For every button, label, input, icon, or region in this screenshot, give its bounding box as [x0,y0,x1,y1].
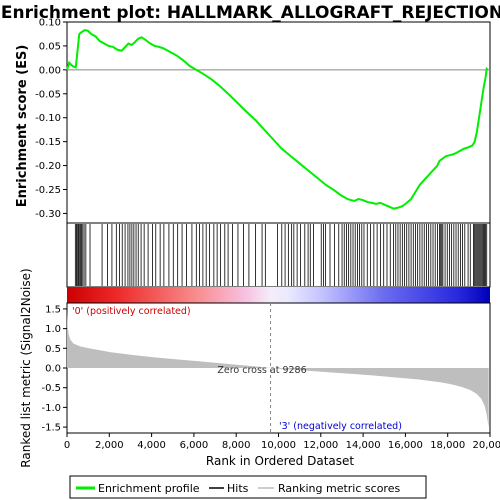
zero-cross-label: Zero cross at 9286 [217,365,306,376]
metric-y-tick-label: -0.5 [41,383,61,394]
es-y-tick-label: -0.05 [35,89,61,100]
es-y-tick-label: 0.05 [39,41,61,52]
es-y-tick-label: -0.15 [35,137,61,148]
es-y-tick-label: -0.10 [35,113,61,124]
es-y-axis-label: Enrichment score (ES) [15,45,30,208]
x-tick-label: 8,000 [222,440,251,451]
legend-label-hits: Hits [227,482,249,495]
metric-y-tick-label: 1.5 [45,304,61,315]
es-y-tick-label: -0.25 [35,185,61,196]
legend-label-metric: Ranking metric scores [278,482,400,495]
es-panel-frame [66,21,491,224]
legend-box [69,475,427,499]
es-y-tick-label: -0.30 [35,209,61,220]
es-y-ticks: 0.10 0.05 0.00 -0.05 -0.10 -0.15 -0.20 -0.25 -0.… [35,18,67,220]
x-axis-label: Rank in Ordered Dataset [206,454,354,468]
x-ticks: 0 2,000 4,000 6,000 8,000 10,000 12,000 14,000 1… [64,433,500,451]
legend-label-enrichment: Enrichment profile [98,482,200,495]
x-tick-label: 14,000 [346,440,381,451]
es-y-tick-label: 0.10 [39,18,61,29]
chart-title: Enrichment plot: HALLMARK_ALLOGRAFT_REJE… [1,3,500,23]
metric-y-ticks: 1.5 1.0 0.5 0.0 -0.5 -1.0 -1.5 [41,304,67,434]
negative-correlation-label: '3' (negatively correlated) [279,421,402,432]
x-tick-label: 4,000 [137,440,166,451]
hit-markers [74,224,488,286]
x-tick-label: 0 [64,440,70,451]
metric-y-tick-label: 0.0 [45,364,61,375]
x-tick-label: 10,000 [261,440,296,451]
es-y-tick-label: -0.20 [35,161,61,172]
metric-y-tick-label: -1.0 [41,403,61,414]
positive-correlation-label: '0' (positively correlated) [72,306,191,317]
es-y-tick-label: 0.00 [39,65,61,76]
x-tick-label: 16,000 [388,440,423,451]
x-tick-label: 20,000 [473,440,500,451]
metric-y-axis-label: Ranked list metric (Signal2Noise) [19,268,33,467]
ranking-metric-area [67,310,489,428]
x-tick-label: 12,000 [303,440,338,451]
metric-y-tick-label: 0.5 [45,344,61,355]
x-tick-label: 18,000 [430,440,465,451]
enrichment-profile-line [66,29,489,210]
x-tick-label: 6,000 [180,440,209,451]
metric-y-tick-label: -1.5 [41,423,61,434]
x-tick-label: 2,000 [95,440,124,451]
rank-color-bar [67,287,490,303]
legend: Enrichment profile Hits Ranking metric s… [69,475,427,499]
metric-y-tick-label: 1.0 [45,324,61,335]
